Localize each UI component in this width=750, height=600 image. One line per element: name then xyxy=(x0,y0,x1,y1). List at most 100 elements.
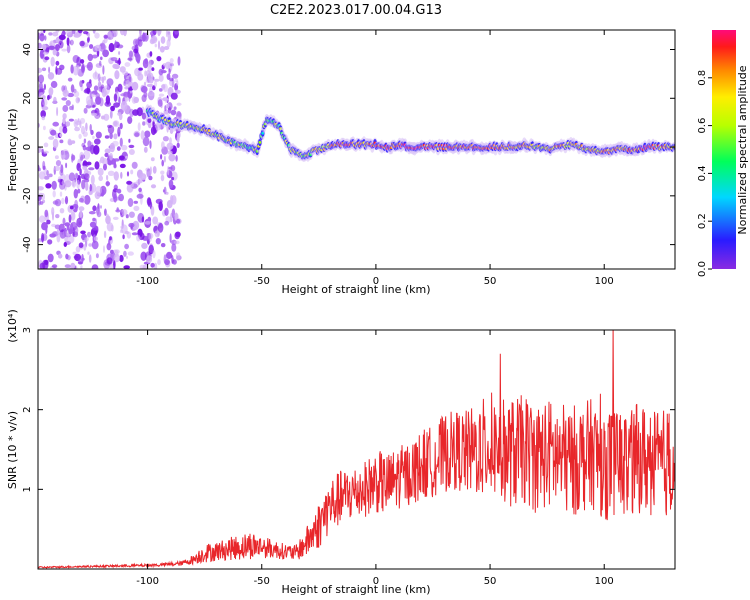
noise-speckle xyxy=(127,251,134,256)
noise-speckle xyxy=(144,130,151,138)
noise-speckle xyxy=(92,135,95,140)
noise-speckle xyxy=(61,48,67,52)
noise-speckle xyxy=(119,254,124,263)
noise-speckle xyxy=(38,67,43,74)
noise-speckle xyxy=(141,85,148,93)
noise-speckle xyxy=(78,242,84,248)
noise-speckle xyxy=(113,93,118,102)
noise-speckle xyxy=(160,243,166,248)
spectrogram-frame xyxy=(37,29,676,270)
noise-speckle xyxy=(54,165,61,172)
noise-speckle xyxy=(104,135,110,139)
noise-speckle xyxy=(55,44,60,52)
noise-speckle xyxy=(47,72,55,80)
noise-speckle xyxy=(128,222,135,228)
noise-speckle xyxy=(175,252,181,261)
noise-speckle xyxy=(38,171,46,180)
noise-speckle xyxy=(79,40,85,47)
noise-speckle xyxy=(119,229,124,234)
noise-speckle xyxy=(168,153,176,162)
noise-speckle xyxy=(164,207,169,216)
noise-speckle xyxy=(117,83,123,93)
noise-speckle xyxy=(160,154,163,160)
noise-speckle xyxy=(74,172,79,179)
noise-speckle xyxy=(167,150,173,155)
noise-speckle xyxy=(106,222,114,232)
noise-speckle xyxy=(113,163,117,169)
noise-speckle xyxy=(118,155,125,161)
noise-speckle xyxy=(38,82,43,91)
noise-speckle xyxy=(42,165,46,170)
noise-speckle xyxy=(76,65,80,72)
noise-speckle xyxy=(108,238,111,246)
noise-speckle xyxy=(157,259,161,266)
noise-speckle xyxy=(81,179,86,190)
noise-speckle xyxy=(152,166,157,174)
colorbar-tick-label: 0.2 xyxy=(697,213,708,229)
noise-speckle xyxy=(171,176,175,181)
noise-speckle xyxy=(170,109,177,116)
noise-speckle xyxy=(68,214,72,224)
noise-speckle xyxy=(130,169,134,175)
noise-speckle xyxy=(125,214,129,219)
noise-speckle xyxy=(44,35,47,41)
noise-speckle xyxy=(142,136,150,147)
noise-speckle xyxy=(167,165,170,176)
y-tick-label: 20 xyxy=(22,92,33,105)
noise-speckle xyxy=(158,68,164,76)
spectrogram-x-label: Height of straight line (km) xyxy=(281,283,430,296)
noise-speckle xyxy=(38,146,42,153)
noise-speckle xyxy=(95,253,99,259)
noise-speckle xyxy=(148,59,152,68)
noise-speckle xyxy=(175,89,181,94)
noise-speckle xyxy=(121,144,128,151)
noise-speckle xyxy=(41,115,46,121)
noise-speckle xyxy=(137,73,144,81)
snr-frame xyxy=(37,329,676,570)
noise-speckle xyxy=(87,140,92,148)
noise-speckle xyxy=(96,206,100,215)
noise-speckle xyxy=(39,33,45,42)
noise-speckle xyxy=(143,81,147,87)
noise-speckle xyxy=(157,40,161,50)
noise-speckle xyxy=(119,137,123,147)
noise-speckle xyxy=(174,30,179,35)
noise-speckle xyxy=(103,163,107,171)
noise-speckle xyxy=(128,144,135,149)
noise-speckle xyxy=(149,78,154,84)
noise-speckle xyxy=(66,255,71,261)
noise-speckle xyxy=(88,243,93,247)
noise-speckle xyxy=(150,126,157,136)
noise-speckle xyxy=(123,265,130,269)
noise-speckle xyxy=(59,191,63,197)
noise-speckle xyxy=(103,113,110,121)
noise-speckle xyxy=(152,30,157,35)
noise-speckle xyxy=(62,89,69,98)
snr-panel: -100 -50 0 50 100 1 2 3 Height of straight lin… xyxy=(6,309,676,596)
noise-speckle xyxy=(110,105,115,112)
noise-speckle xyxy=(89,183,93,192)
noise-speckle xyxy=(76,179,80,189)
noise-speckle xyxy=(100,56,103,61)
noise-speckle xyxy=(144,221,151,225)
noise-speckle xyxy=(105,215,111,225)
x-tick-label: 50 xyxy=(484,276,497,287)
noise-speckle xyxy=(83,30,89,35)
noise-speckle xyxy=(160,170,165,175)
noise-speckle xyxy=(52,49,57,56)
noise-speckle xyxy=(117,126,121,137)
noise-speckle xyxy=(131,81,139,91)
noise-speckle xyxy=(103,34,109,39)
noise-speckle xyxy=(110,249,114,255)
noise-speckle xyxy=(158,201,163,212)
noise-speckle xyxy=(150,157,155,162)
noise-speckle xyxy=(59,139,64,144)
noise-speckle xyxy=(41,106,49,111)
noise-speckle xyxy=(140,251,147,261)
noise-speckle xyxy=(101,76,105,84)
noise-speckle xyxy=(39,88,44,93)
noise-speckle xyxy=(50,129,57,136)
noise-speckle xyxy=(166,103,170,109)
noise-speckle xyxy=(58,40,64,49)
noise-speckle xyxy=(75,246,81,253)
